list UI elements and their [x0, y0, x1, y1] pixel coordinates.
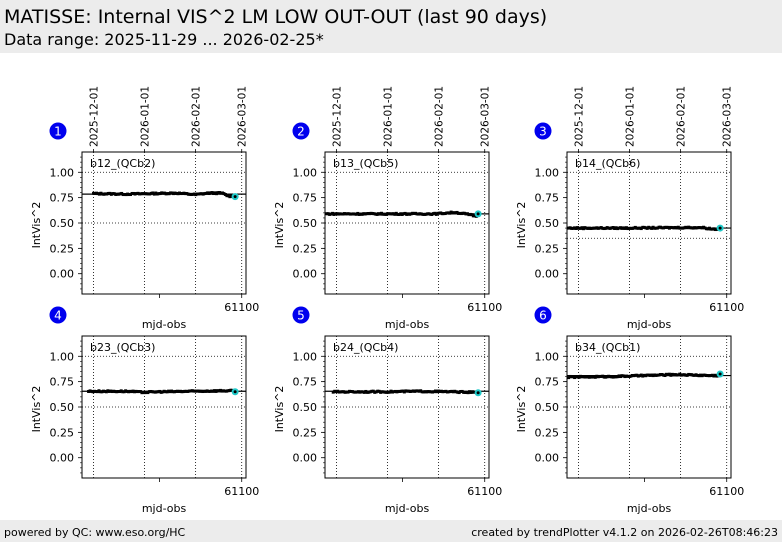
y-tick-label: 1.00: [535, 166, 560, 179]
date-tick-label: 2025-12-01: [89, 86, 101, 147]
x-tick-label: 61100: [224, 485, 259, 498]
panel-label: b23_(QCb3): [90, 341, 155, 354]
panel-badge-number: 3: [539, 125, 547, 139]
x-axis-label: mjd-obs: [627, 318, 672, 331]
data-range-subtitle: Data range: 2025-11-29 ... 2026-02-25*: [4, 30, 324, 49]
y-tick-label: 0.50: [50, 401, 75, 414]
y-tick-label: 0.50: [293, 217, 318, 230]
plot-frame: [324, 335, 490, 479]
y-axis-label: IntVis^2: [273, 386, 286, 433]
panel-badge: [534, 306, 552, 324]
x-tick-label: 61100: [709, 301, 744, 314]
y-axis-label: IntVis^2: [30, 202, 43, 249]
footer-bar: powered by QC: www.eso.org/HC created by…: [0, 520, 782, 542]
y-tick-label: 0.75: [293, 192, 318, 205]
latest-data-point-core: [476, 212, 480, 216]
header-bar: MATISSE: Internal VIS^2 LM LOW OUT-OUT (…: [0, 0, 782, 53]
latest-data-point-core: [476, 391, 480, 395]
plot-frame: [566, 151, 732, 295]
y-axis-label: IntVis^2: [30, 386, 43, 433]
latest-data-point-core: [718, 372, 722, 376]
panel-badge-number: 1: [54, 125, 62, 139]
y-tick-label: 0.50: [535, 217, 560, 230]
x-tick-label: 61100: [467, 485, 502, 498]
date-tick-label: 2026-03-01: [480, 86, 492, 147]
latest-data-point-core: [233, 195, 237, 199]
panel-badge-number: 6: [539, 309, 547, 323]
y-tick-label: 0.00: [50, 268, 75, 281]
panel-label: b24_(QCb4): [333, 341, 398, 354]
y-tick-label: 1.00: [293, 350, 318, 363]
y-tick-label: 0.50: [535, 401, 560, 414]
plot-frame: [324, 151, 490, 295]
page-title: MATISSE: Internal VIS^2 LM LOW OUT-OUT (…: [4, 6, 548, 28]
footer-created-by: created by trendPlotter v4.1.2 on 2026-0…: [471, 526, 778, 539]
latest-data-point-core: [233, 390, 237, 394]
x-axis-label: mjd-obs: [142, 318, 187, 331]
y-tick-label: 0.00: [535, 268, 560, 281]
y-tick-label: 0.75: [535, 192, 560, 205]
y-tick-label: 0.00: [293, 268, 318, 281]
date-tick-label: 2025-12-01: [574, 86, 586, 147]
y-tick-label: 1.00: [50, 350, 75, 363]
panel-label: b13_(QCb5): [333, 157, 398, 170]
y-tick-label: 0.75: [535, 376, 560, 389]
y-tick-label: 1.00: [293, 166, 318, 179]
y-tick-label: 1.00: [535, 350, 560, 363]
panel-badge: [534, 122, 552, 140]
y-tick-label: 0.75: [50, 376, 75, 389]
y-tick-label: 0.50: [293, 401, 318, 414]
date-tick-label: 2025-12-01: [332, 86, 344, 147]
y-tick-label: 0.00: [293, 452, 318, 465]
panel-badge-number: 4: [54, 309, 62, 323]
panel-badge-number: 5: [297, 309, 305, 323]
y-tick-label: 0.25: [535, 426, 560, 439]
footer-powered-by[interactable]: powered by QC: www.eso.org/HC: [4, 526, 186, 539]
date-tick-label: 2026-02-01: [676, 86, 688, 147]
panel-badge: [292, 306, 310, 324]
plot-frame: [566, 335, 732, 479]
panel-label: b34_(QCb1): [575, 341, 640, 354]
y-tick-label: 0.75: [293, 376, 318, 389]
x-tick-label: 61100: [467, 301, 502, 314]
y-tick-label: 0.25: [293, 242, 318, 255]
date-tick-label: 2026-02-01: [434, 86, 446, 147]
panel-label: b12_(QCb2): [90, 157, 155, 170]
y-tick-label: 1.00: [50, 166, 75, 179]
y-tick-label: 0.25: [50, 242, 75, 255]
plot-frame: [81, 151, 247, 295]
x-axis-label: mjd-obs: [142, 502, 187, 515]
date-tick-label: 2026-01-01: [140, 86, 152, 147]
x-axis-label: mjd-obs: [385, 318, 430, 331]
date-tick-label: 2026-03-01: [722, 86, 734, 147]
date-tick-label: 2026-03-01: [237, 86, 249, 147]
y-tick-label: 0.75: [50, 192, 75, 205]
x-axis-label: mjd-obs: [627, 502, 672, 515]
y-tick-label: 0.00: [50, 452, 75, 465]
date-tick-label: 2026-01-01: [383, 86, 395, 147]
y-tick-label: 0.25: [50, 426, 75, 439]
panel-badge-number: 2: [297, 125, 305, 139]
x-tick-label: 61100: [709, 485, 744, 498]
date-tick-label: 2026-01-01: [625, 86, 637, 147]
y-axis-label: IntVis^2: [515, 386, 528, 433]
panel-label: b14_(QCb6): [575, 157, 640, 170]
y-tick-label: 0.50: [50, 217, 75, 230]
latest-data-point-core: [718, 226, 722, 230]
y-tick-label: 0.25: [535, 242, 560, 255]
x-axis-label: mjd-obs: [385, 502, 430, 515]
x-tick-label: 61100: [224, 301, 259, 314]
y-tick-label: 0.00: [535, 452, 560, 465]
y-tick-label: 0.25: [293, 426, 318, 439]
date-tick-label: 2026-02-01: [191, 86, 203, 147]
panel-badge: [49, 306, 67, 324]
panel-badge: [292, 122, 310, 140]
plot-frame: [81, 335, 247, 479]
y-axis-label: IntVis^2: [515, 202, 528, 249]
panel-badge: [49, 122, 67, 140]
y-axis-label: IntVis^2: [273, 202, 286, 249]
